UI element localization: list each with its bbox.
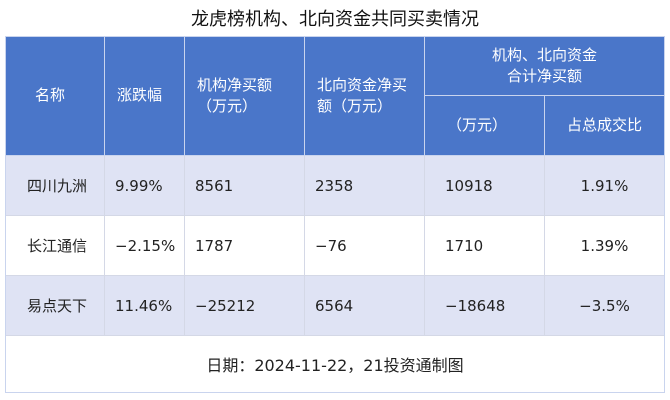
table-cell: 11.46% (105, 276, 185, 336)
table-cell: −76 (305, 216, 425, 276)
title: 龙虎榜机构、北向资金共同买卖情况 (191, 9, 479, 30)
table-cell: 1.39% (545, 216, 665, 276)
table-cell: −3.5% (545, 276, 665, 336)
table-cell: 2358 (305, 156, 425, 216)
table-cell: −2.15% (105, 216, 185, 276)
footer: 日期：2024-11-22，21投资通制图 (5, 335, 665, 393)
table-cell: 1.91% (545, 156, 665, 216)
table-cell: 1787 (185, 216, 305, 276)
table-cell: 1710 (425, 216, 545, 276)
table-cell: 10918 (425, 156, 545, 216)
table-cell: 8561 (185, 156, 305, 216)
header-cell: 名称 (5, 36, 105, 156)
header-cell: 机构净买额（万元） (185, 36, 305, 156)
header-cell: （万元） (425, 96, 545, 156)
table-cell: −25212 (185, 276, 305, 336)
group-header: 机构、北向资金合计净买额 (425, 36, 665, 96)
header-cell: 北向资金净买额（万元） (305, 36, 425, 156)
table-cell: 长江通信 (5, 216, 105, 276)
table-cell: −18648 (425, 276, 545, 336)
table-cell: 9.99% (105, 156, 185, 216)
header-cell: 涨跌幅 (105, 36, 185, 156)
table-cell: 易点天下 (5, 276, 105, 336)
table-cell: 四川九洲 (5, 156, 105, 216)
header-cell: 占总成交比 (545, 96, 665, 156)
table-cell: 6564 (305, 276, 425, 336)
